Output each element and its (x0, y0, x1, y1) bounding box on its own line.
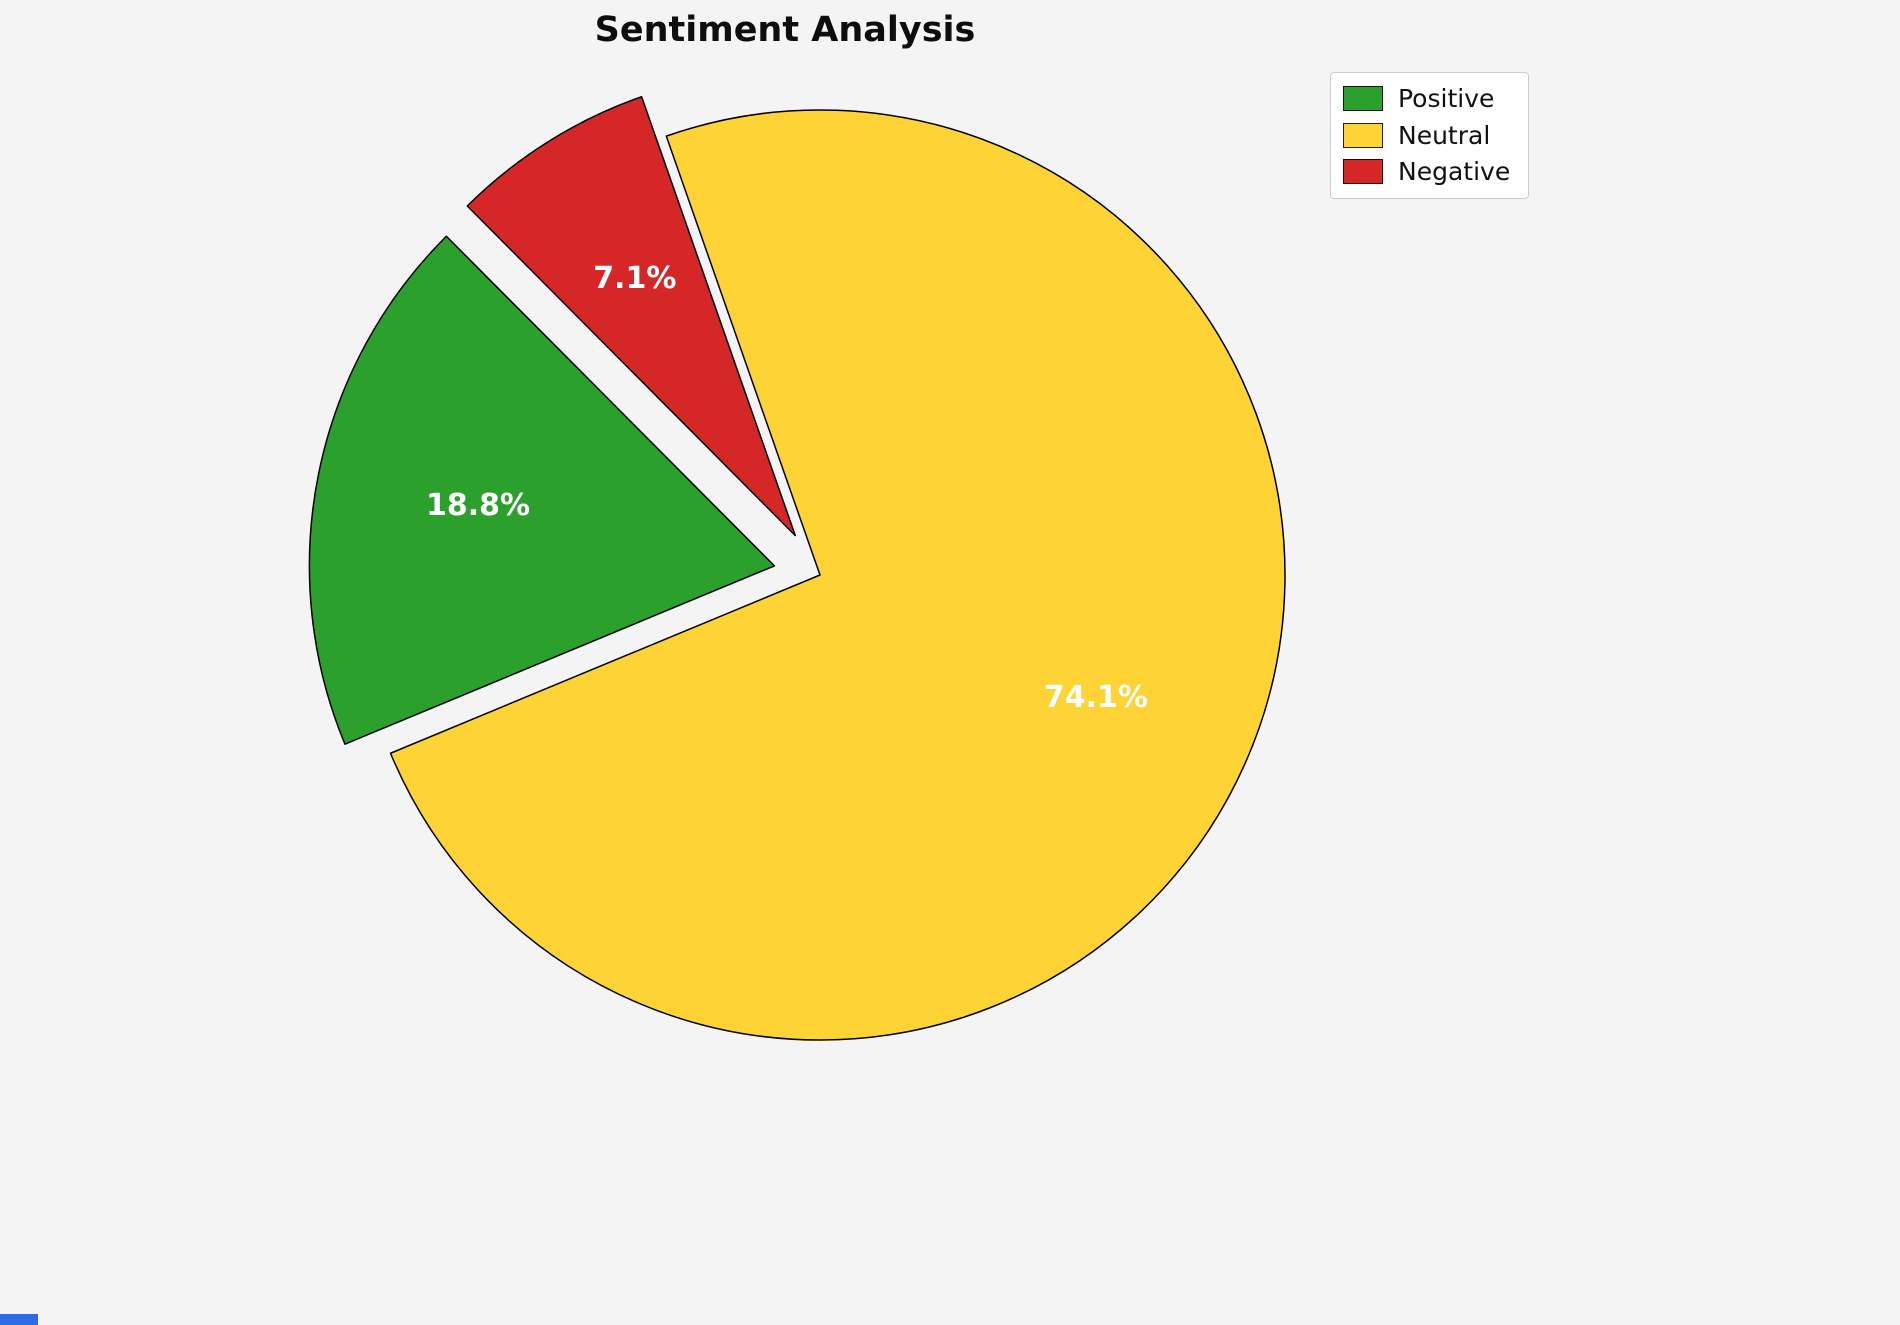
chart-title: Sentiment Analysis (594, 10, 976, 50)
pie-slice-negative (466, 95, 797, 537)
pie-slice-neutral (389, 109, 1286, 1041)
pie-slice-positive (308, 235, 776, 745)
legend-item-neutral: Neutral (1343, 120, 1510, 150)
legend-item-positive: Positive (1343, 85, 1510, 113)
pct-label-neutral: 74.1% (1044, 680, 1148, 715)
legend-label-neutral: Neutral (1398, 120, 1491, 150)
legend: Positive Neutral Negative (1330, 72, 1530, 199)
legend-swatch-negative (1343, 159, 1383, 185)
legend-swatch-neutral (1343, 122, 1383, 148)
legend-swatch-positive (1343, 86, 1383, 112)
pct-label-negative: 7.1% (593, 261, 676, 296)
legend-label-negative: Negative (1398, 157, 1511, 186)
bottom-left-blue-fragment (0, 1314, 38, 1325)
pct-label-positive: 18.8% (426, 488, 530, 523)
legend-item-negative: Negative (1343, 158, 1510, 186)
legend-label-positive: Positive (1398, 84, 1495, 113)
